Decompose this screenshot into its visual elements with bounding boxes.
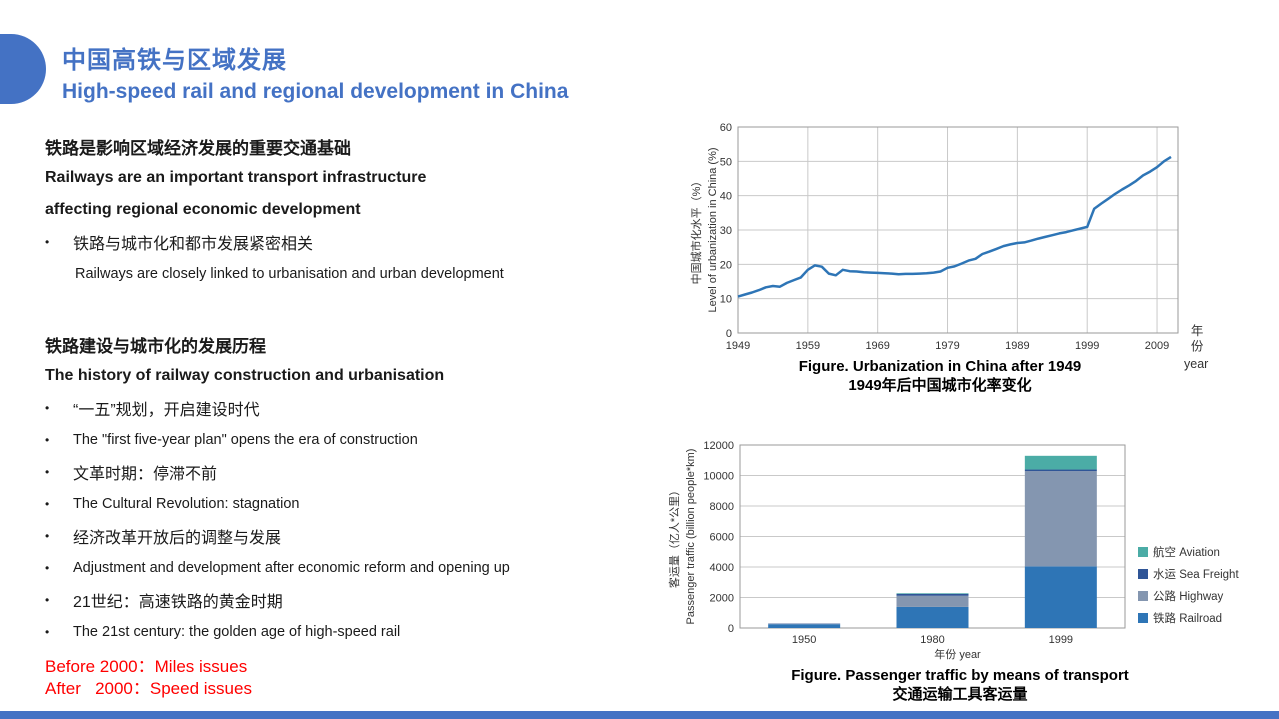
bullet-item: • 21世纪：高速铁路的黄金时期 xyxy=(45,584,695,616)
bullet-marker: • xyxy=(45,465,50,479)
bullet-text: The "first five-year plan" opens the era… xyxy=(73,432,418,448)
svg-text:1999: 1999 xyxy=(1049,634,1073,646)
title-accent-shape xyxy=(0,34,46,104)
bullet-item: • 铁路与城市化和都市发展紧密相关 xyxy=(45,226,695,258)
bullet-marker: • xyxy=(45,497,50,511)
svg-text:30: 30 xyxy=(720,225,732,237)
bullet-text: 文革时期：停滞不前 xyxy=(73,466,218,483)
svg-text:中国城市化水平（%）: 中国城市化水平（%） xyxy=(689,176,703,285)
svg-text:年份 year: 年份 year xyxy=(934,647,981,661)
bar-chart-caption-cn: 交通运输工具客运量 xyxy=(892,686,1028,703)
svg-text:Passenger traffic (billion peo: Passenger traffic (billion people*km) xyxy=(685,449,697,625)
section1-heading-cn: 铁路是影响区域经济发展的重要交通基础 xyxy=(45,138,351,158)
bullet-item: • The 21st century: the golden age of hi… xyxy=(45,616,695,648)
svg-text:1989: 1989 xyxy=(1005,340,1029,352)
bullet-item: • “一五”规划，开启建设时代 xyxy=(45,392,695,424)
svg-text:1980: 1980 xyxy=(920,634,944,646)
svg-text:1979: 1979 xyxy=(935,340,959,352)
section2-heading-cn: 铁路建设与城市化的发展历程 xyxy=(45,336,266,356)
bullet-text: Adjustment and development after economi… xyxy=(73,560,510,576)
section1-heading-en-line2: affecting regional economic development xyxy=(45,201,361,218)
svg-text:铁路 Railroad: 铁路 Railroad xyxy=(1153,611,1222,625)
line-chart-caption-cn: 1949年后中国城市化率变化 xyxy=(848,377,1032,394)
line-chart-caption-en: Figure. Urbanization in China after 1949 xyxy=(798,358,1082,375)
line-chart-x-axis-label: 年份 year xyxy=(1184,324,1208,371)
slide-title-en: High-speed rail and regional development… xyxy=(62,80,569,103)
svg-text:4000: 4000 xyxy=(710,562,734,574)
bullet-item: • The Cultural Revolution: stagnation xyxy=(45,488,695,520)
urbanization-line-chart: 0 10 20 30 40 50 60 1949 1959 1969 1979 1989 1999 200… xyxy=(689,122,1179,352)
svg-text:航空 Aviation: 航空 Aviation xyxy=(1153,545,1220,559)
svg-text:20: 20 xyxy=(720,259,732,271)
slide-title-cn: 中国高铁与区域发展 xyxy=(62,47,287,74)
svg-text:60: 60 xyxy=(720,122,732,134)
bullet-marker: • xyxy=(45,561,50,575)
svg-text:6000: 6000 xyxy=(710,532,734,544)
bullet-text: The Cultural Revolution: stagnation xyxy=(73,496,300,512)
svg-text:Level of urbanization in China: Level of urbanization in China (%) xyxy=(707,147,719,312)
svg-text:0: 0 xyxy=(726,328,732,340)
svg-text:公路 Highway: 公路 Highway xyxy=(1153,589,1224,603)
svg-text:8000: 8000 xyxy=(710,501,734,513)
passenger-traffic-bar-chart: 0 2000 4000 6000 8000 10000 12000 1950 1980 1999 年… xyxy=(667,440,1239,661)
bullet-text: 铁路与城市化和都市发展紧密相关 xyxy=(73,236,314,253)
bullet-marker: • xyxy=(45,625,50,639)
svg-text:1950: 1950 xyxy=(792,634,816,646)
svg-text:1999: 1999 xyxy=(1075,340,1099,352)
svg-text:12000: 12000 xyxy=(703,440,734,452)
bullet-item: • The "first five-year plan" opens the e… xyxy=(45,424,695,456)
line-chart-caption: Figure. Urbanization in China after 1949… xyxy=(690,357,1190,395)
svg-text:10: 10 xyxy=(720,294,732,306)
svg-text:40: 40 xyxy=(720,191,732,203)
x-axis-label-en: year xyxy=(1184,357,1209,371)
svg-text:1959: 1959 xyxy=(796,340,820,352)
bullet-marker: • xyxy=(45,433,50,447)
bullet-item: • 文革时期：停滞不前 xyxy=(45,456,695,488)
x-axis-label-cn: 年份 xyxy=(1188,324,1203,355)
bar-chart-caption-en: Figure. Passenger traffic by means of tr… xyxy=(791,667,1129,684)
svg-text:0: 0 xyxy=(728,623,734,635)
bullet-text: The 21st century: the golden age of high… xyxy=(73,624,401,640)
bullet-text: 21世纪：高速铁路的黄金时期 xyxy=(73,594,283,611)
section1-heading-en-line1: Railways are an important transport infr… xyxy=(45,169,427,186)
bullet-marker: • xyxy=(45,401,50,415)
bullet-subtext: Railways are closely linked to urbanisat… xyxy=(75,266,504,282)
bullet-item: • 经济改革开放后的调整与发展 xyxy=(45,520,695,552)
svg-text:50: 50 xyxy=(720,156,732,168)
red-note-after-2000: After 2000：Speed issues xyxy=(45,679,252,698)
svg-text:水运 Sea Freight: 水运 Sea Freight xyxy=(1153,568,1239,581)
bullet-text: “一五”规划，开启建设时代 xyxy=(73,402,260,419)
footer-bar xyxy=(0,711,1279,719)
bullet-marker: • xyxy=(45,593,50,607)
bullet-text: 经济改革开放后的调整与发展 xyxy=(73,530,282,547)
svg-text:10000: 10000 xyxy=(703,471,734,483)
left-text-column: 铁路是影响区域经济发展的重要交通基础 Railways are an impor… xyxy=(45,130,695,700)
svg-text:2009: 2009 xyxy=(1145,340,1169,352)
svg-text:1969: 1969 xyxy=(865,340,889,352)
bullet-marker: • xyxy=(45,235,50,249)
bar-chart-caption: Figure. Passenger traffic by means of tr… xyxy=(700,666,1220,704)
svg-text:客运量（亿人*公里）: 客运量（亿人*公里） xyxy=(667,485,681,588)
svg-text:2000: 2000 xyxy=(710,593,734,605)
red-note-before-2000: Before 2000：Miles issues xyxy=(45,657,248,676)
bullet-item: • Adjustment and development after econo… xyxy=(45,552,695,584)
bullet-marker: • xyxy=(45,529,50,543)
section2-heading-en: The history of railway construction and … xyxy=(45,367,445,384)
title-block: 中国高铁与区域发展 High-speed rail and regional d… xyxy=(62,40,568,104)
svg-text:1949: 1949 xyxy=(726,340,750,352)
